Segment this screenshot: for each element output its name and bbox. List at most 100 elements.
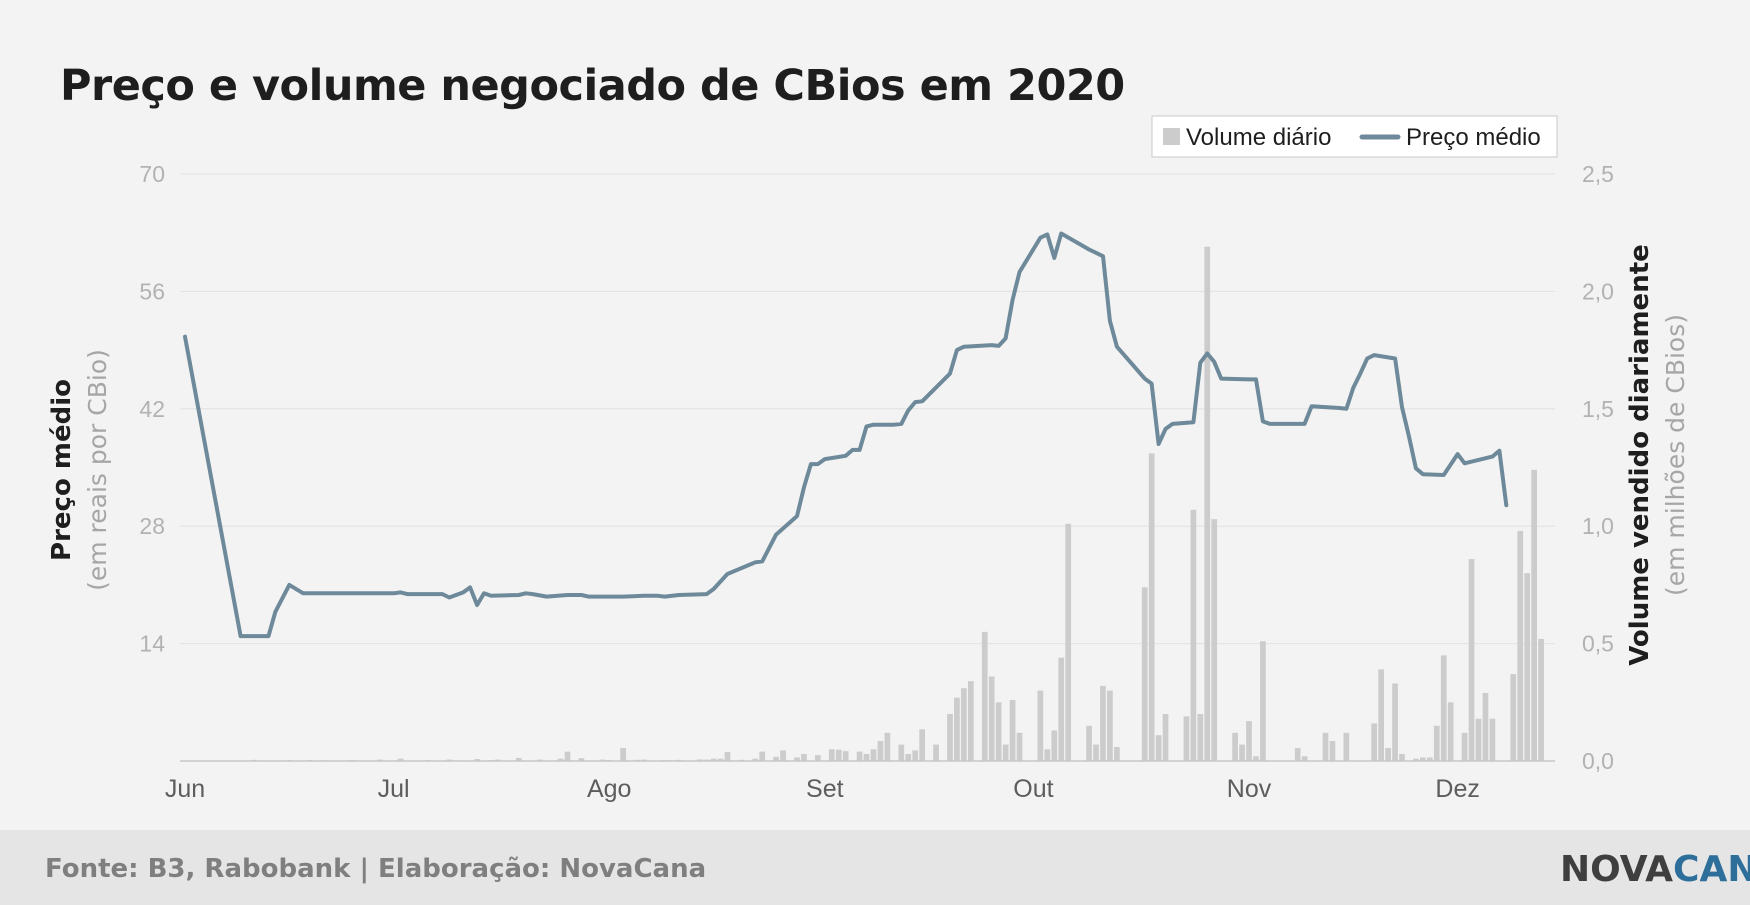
volume-bar [1489,718,1496,761]
volume-bar [1204,246,1211,762]
volume-bar [1294,748,1301,761]
volume-bar [1385,748,1391,761]
volume-bar [828,749,835,761]
volume-bar [919,729,926,761]
volume-bar [961,688,967,761]
volume-bar [835,749,842,761]
volume-bar [1378,669,1384,761]
volume-bar [842,751,849,761]
x-tick-label: Out [1013,775,1053,803]
right-axis-ticks: 2,5 2,0 1,5 1,0 0,5 0,0 [1582,161,1614,774]
volume-bar [397,758,404,761]
volume-bar [1148,453,1155,761]
volume-bar [1538,638,1544,761]
volume-bar [1100,685,1106,761]
volume-bar [557,758,564,761]
volume-bar [1413,758,1419,761]
volume-bar [898,744,905,761]
left-tick-label: 14 [139,631,165,657]
volume-bar [1114,746,1120,761]
volume-bar [1322,732,1329,761]
volume-bar [1065,523,1072,761]
volume-bar [1162,714,1169,761]
left-tick-label: 42 [139,396,165,422]
left-tick-label: 28 [139,513,165,539]
x-tick-label: Set [806,775,844,803]
volume-bar [1155,735,1162,761]
volume-bar [1343,732,1350,761]
volume-bar [1058,657,1065,761]
volume-bar [1009,699,1016,761]
volume-bar [801,753,807,761]
right-axis-label: Volume vendido diariamente [1625,244,1655,666]
volume-bar [620,748,626,761]
right-axis-sublabel: (em milhões de CBios) [1661,314,1690,596]
volume-bar [578,758,585,761]
volume-bar [870,749,877,761]
volume-bar [1510,674,1517,761]
price-line-layer [183,231,1509,639]
volume-bar [1002,744,1009,761]
volume-bar [954,697,960,761]
volume-bar [759,751,766,761]
volume-bar [474,759,480,761]
volume-bars [251,246,1544,762]
volume-bar [1086,725,1092,761]
footer-bar [0,830,1750,905]
x-tick-label: Dez [1435,775,1479,803]
right-tick-label: 1,5 [1582,396,1614,422]
logo-nova: NOVA [1560,849,1673,890]
volume-bar [981,631,988,761]
volume-bar [1107,690,1113,761]
volume-bar [780,750,786,761]
left-axis-sublabel: (em reais por CBio) [83,349,112,591]
right-tick-label: 0,0 [1582,748,1614,774]
x-tick-label: Ago [587,775,631,803]
volume-bar [947,714,953,761]
volume-bar [564,751,571,761]
volume-bar [1044,749,1051,761]
volume-bar [1239,744,1245,761]
footer-source: Fonte: B3, Rabobank | Elaboração: NovaCa… [45,854,706,884]
volume-bar [794,757,800,761]
volume-bar [1420,757,1426,761]
right-tick-label: 0,5 [1582,631,1614,657]
volume-bar [1301,756,1308,761]
left-axis-ticks: 70 56 42 28 14 [139,161,165,657]
volume-bar [515,757,522,761]
volume-bar [995,702,1002,761]
volume-bar [884,732,891,761]
price-line [183,231,1509,639]
volume-bar [1232,732,1238,761]
volume-bar [856,751,863,761]
volume-bar [752,758,759,761]
volume-bar [724,752,731,761]
volume-bar [1051,730,1058,761]
right-tick-label: 2,0 [1582,278,1614,304]
volume-bar [1517,530,1524,761]
legend-volume-label: Volume diário [1186,124,1331,151]
volume-bar [1468,559,1475,761]
x-tick-label: Jul [378,775,410,803]
volume-bar [967,681,974,761]
volume-bar [1211,519,1218,761]
volume-bar [1399,753,1405,761]
volume-bar [1246,721,1252,761]
volume-bar [933,744,939,761]
novacana-logo: NOVACANA [1560,849,1750,890]
volume-bar [814,755,821,761]
legend-price-label: Preço médio [1406,124,1541,151]
right-tick-label: 2,5 [1582,161,1614,187]
volume-bar [912,750,919,761]
volume-bar [1426,757,1433,761]
volume-bar [1197,714,1204,761]
left-tick-label: 70 [139,161,165,187]
legend-box [1151,115,1558,158]
volume-bar [1141,587,1148,761]
volume-bar [1440,655,1447,761]
volume-bar [1482,692,1489,761]
volume-bar [1260,641,1266,761]
volume-bar [1016,732,1023,761]
